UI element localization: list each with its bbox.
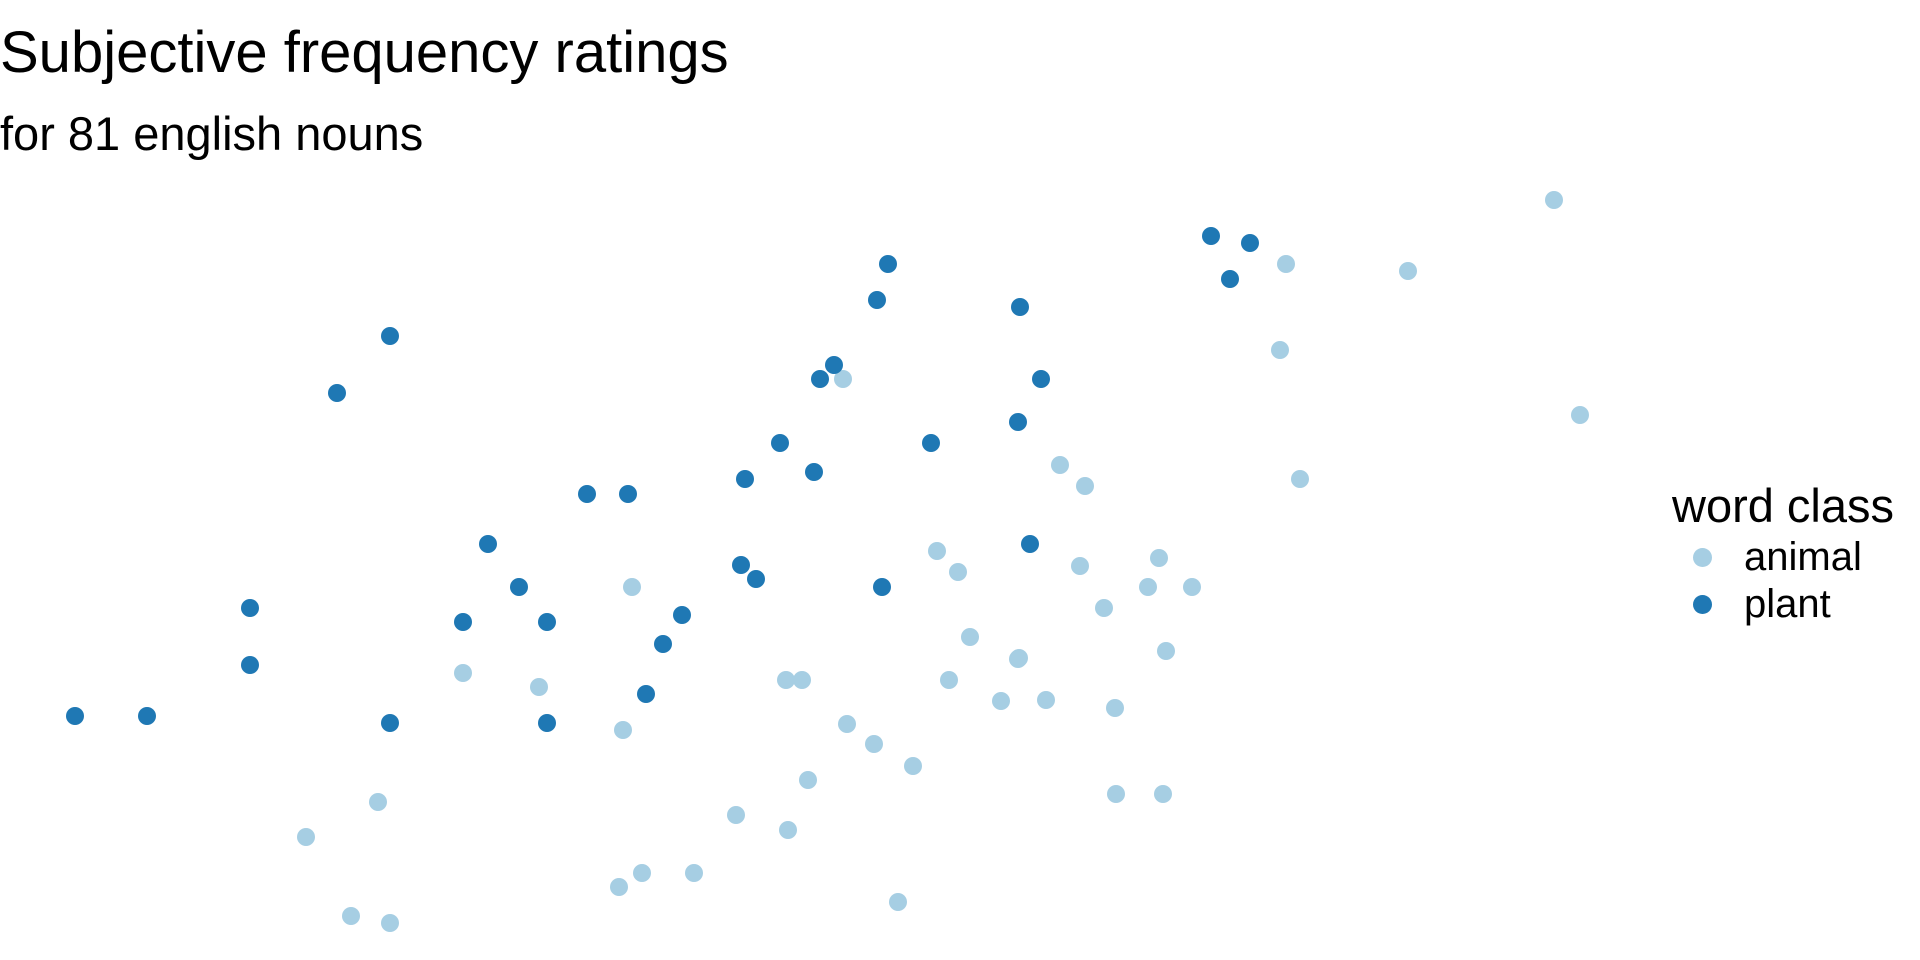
point-animal-38: [799, 771, 817, 789]
point-animal-12: [928, 542, 946, 560]
point-animal-16: [1139, 578, 1157, 596]
point-plant-24: [873, 578, 891, 596]
point-plant-30: [241, 656, 259, 674]
legend: word class animal plant: [1672, 478, 1920, 628]
chart-title: Subjective frequency ratings: [0, 20, 729, 85]
point-animal-43: [889, 893, 907, 911]
point-plant-14: [922, 434, 940, 452]
point-plant-8: [825, 356, 843, 374]
point-plant-26: [454, 613, 472, 631]
point-plant-13: [771, 434, 789, 452]
point-animal-11: [623, 578, 641, 596]
point-animal-3: [1399, 262, 1417, 280]
chart-subtitle: for 81 english nouns: [0, 107, 424, 160]
point-animal-7: [1291, 470, 1309, 488]
point-plant-15: [805, 463, 823, 481]
point-plant-4: [879, 255, 897, 273]
point-plant-29: [654, 635, 672, 653]
point-plant-21: [732, 556, 750, 574]
point-plant-28: [673, 606, 691, 624]
point-animal-10: [1150, 549, 1168, 567]
point-plant-9: [811, 370, 829, 388]
point-animal-5: [1571, 406, 1589, 424]
point-animal-27: [992, 692, 1010, 710]
point-animal-46: [381, 914, 399, 932]
point-plant-3: [1221, 270, 1239, 288]
point-animal-41: [633, 864, 651, 882]
point-plant-5: [868, 291, 886, 309]
point-animal-19: [961, 628, 979, 646]
point-animal-22: [1037, 691, 1055, 709]
point-plant-34: [381, 714, 399, 732]
point-plant-2: [1241, 234, 1259, 252]
point-animal-25: [530, 678, 548, 696]
point-plant-17: [578, 485, 596, 503]
point-animal-8: [1051, 456, 1069, 474]
point-plant-6: [1011, 298, 1029, 316]
point-animal-44: [610, 878, 628, 896]
point-plant-10: [1032, 370, 1050, 388]
point-animal-45: [342, 907, 360, 925]
point-animal-14: [1183, 578, 1201, 596]
point-animal-18: [1157, 642, 1175, 660]
point-plant-33: [138, 707, 156, 725]
point-plant-32: [66, 707, 84, 725]
point-animal-9: [1076, 477, 1094, 495]
legend-label-animal: animal: [1744, 535, 1862, 579]
point-plant-27: [538, 613, 556, 631]
point-animal-23: [1106, 699, 1124, 717]
point-animal-39: [727, 806, 745, 824]
point-plant-31: [637, 685, 655, 703]
point-plant-16: [736, 470, 754, 488]
point-animal-6: [834, 370, 852, 388]
point-animal-21: [1009, 650, 1027, 668]
point-animal-36: [1154, 785, 1172, 803]
point-plant-19: [479, 535, 497, 553]
point-plant-7: [381, 327, 399, 345]
point-animal-28: [1107, 785, 1125, 803]
point-plant-12: [1009, 413, 1027, 431]
point-animal-30: [793, 671, 811, 689]
point-plant-11: [328, 384, 346, 402]
point-animal-29: [777, 671, 795, 689]
point-animal-33: [614, 721, 632, 739]
point-animal-26: [940, 671, 958, 689]
point-animal-42: [685, 864, 703, 882]
legend-key-plant: [1693, 595, 1712, 614]
point-animal-13: [949, 563, 967, 581]
point-animal-4: [1271, 341, 1289, 359]
legend-key-animal: [1693, 548, 1712, 567]
point-plant-22: [747, 570, 765, 588]
point-plant-1: [1202, 227, 1220, 245]
point-animal-15: [1071, 557, 1089, 575]
point-animal-2: [1277, 255, 1295, 273]
legend-title: word class: [1672, 479, 1895, 532]
legend-entry-animal: animal: [1672, 534, 1920, 581]
point-plant-35: [538, 714, 556, 732]
point-animal-35: [369, 793, 387, 811]
legend-entry-plant: plant: [1672, 581, 1920, 628]
point-plant-18: [619, 485, 637, 503]
point-animal-24: [454, 664, 472, 682]
point-animal-32: [865, 735, 883, 753]
point-animal-34: [904, 757, 922, 775]
point-animal-40: [779, 821, 797, 839]
points-layer: [66, 191, 1589, 932]
point-animal-37: [297, 828, 315, 846]
point-animal-17: [1095, 599, 1113, 617]
point-plant-25: [241, 599, 259, 617]
point-plant-23: [510, 578, 528, 596]
point-animal-1: [1545, 191, 1563, 209]
point-plant-20: [1021, 535, 1039, 553]
point-animal-31: [838, 715, 856, 733]
legend-label-plant: plant: [1744, 582, 1831, 626]
